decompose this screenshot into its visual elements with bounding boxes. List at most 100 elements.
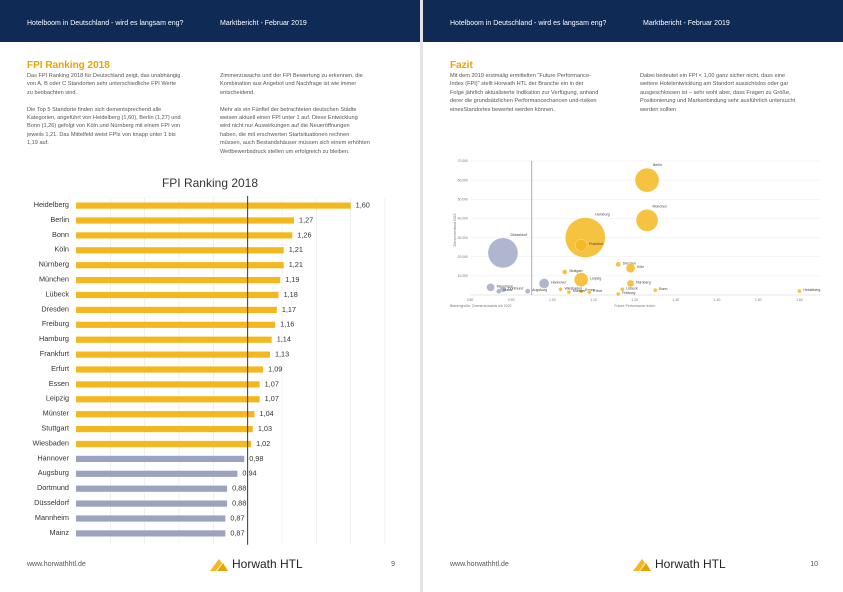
category-label: Hannover <box>37 453 69 462</box>
category-label: Berlin <box>50 215 69 224</box>
category-label: Köln <box>54 245 69 254</box>
report-title: Hotelboom in Deutschland - wird es langs… <box>27 20 184 27</box>
value-label: 0,98 <box>249 454 263 463</box>
category-label: Dortmund <box>37 483 69 492</box>
footer-url[interactable]: www.horwathhtl.de <box>27 561 86 568</box>
bar <box>76 336 272 343</box>
value-label: 1,13 <box>275 350 289 359</box>
bar <box>76 277 281 284</box>
fpi-bubble-chart: 10.000 20.000 30.000 40.000 50.000 60.000 70.0… <box>450 159 820 308</box>
category-label: Wiesbaden <box>32 438 69 447</box>
bubble-label: Dresden <box>623 261 636 265</box>
category-label: Bonn <box>52 230 69 239</box>
bubble <box>615 261 621 268</box>
bubble-label: München <box>653 204 667 208</box>
bubble <box>558 287 563 292</box>
category-label: Münster <box>43 409 70 418</box>
category-label: Lübeck <box>45 289 69 298</box>
bubble <box>635 209 659 232</box>
y-tick-label: 50.000 <box>458 197 468 201</box>
value-label: 0,88 <box>232 499 246 508</box>
section-title: Fazit <box>450 60 473 71</box>
bubble-label: Frankfurt <box>589 242 603 246</box>
category-label: Freiburg <box>42 319 69 328</box>
page-header: Hotelboom in Deutschland - wird es langs… <box>0 0 420 42</box>
bubble-label: Berlin <box>653 163 662 167</box>
bubble <box>653 288 658 293</box>
value-label: 1,17 <box>282 305 296 314</box>
bubble <box>575 239 588 252</box>
value-label: 1,03 <box>258 424 272 433</box>
category-label: Nürnberg <box>39 260 69 269</box>
x-axis-label: Future Performance Index <box>614 304 655 308</box>
bubble-label: Hamburg <box>595 213 609 217</box>
bar <box>76 291 279 299</box>
value-label: 1,07 <box>265 379 279 388</box>
value-label: 1,07 <box>265 394 279 403</box>
value-label: 1,21 <box>289 260 303 269</box>
bubble <box>626 279 635 288</box>
category-label: Mannheim <box>35 513 69 522</box>
bar <box>76 217 295 224</box>
y-axis-label: Zimmerbestand 2022 <box>453 213 457 246</box>
value-label: 1,16 <box>280 320 294 329</box>
bar <box>76 470 238 477</box>
bar <box>76 366 264 373</box>
category-label: Frankfurt <box>40 349 69 358</box>
bubble-label: Erfurt <box>593 289 602 293</box>
bubble-label: Mainz <box>503 288 513 292</box>
horwath-logo: Horwath HTL <box>633 556 726 572</box>
bubble-label: Nürnberg <box>636 281 651 285</box>
bar <box>76 485 228 492</box>
footer-url[interactable]: www.horwathhtl.de <box>450 561 509 568</box>
bubble <box>496 288 502 294</box>
logo-text: Horwath HTL <box>232 557 303 571</box>
category-label: Leipzig <box>46 394 69 403</box>
category-label: Essen <box>49 379 69 388</box>
x-tick-label: 1.30 <box>673 298 680 302</box>
logo-mark-icon <box>633 559 651 571</box>
horwath-logo: Horwath HTL <box>210 556 303 572</box>
body-text-col2: Dabei bedeutet ein FPI < 1,00 ganz siche… <box>640 73 796 113</box>
value-label: 1,14 <box>277 335 291 344</box>
bar <box>76 306 277 313</box>
chart-footnote: Blasengröße: Zimmerzuwachs bis 2022 <box>450 304 512 308</box>
bar <box>76 202 351 209</box>
report-date: Marktbericht - Februar 2019 <box>220 20 307 27</box>
bar <box>76 530 226 537</box>
chart-title: FPI Ranking 2018 <box>162 176 258 190</box>
x-tick-label: 1.60 <box>796 298 803 302</box>
body-text-col2: Zimmerzuwachs und der FPI Bewertung zu e… <box>220 73 370 155</box>
y-tick-label: 40.000 <box>458 217 468 221</box>
page-number: 10 <box>810 561 818 568</box>
bubble-label: Münster <box>573 289 586 293</box>
bar <box>76 515 226 522</box>
bubble-label: Wiesbaden <box>565 286 583 290</box>
bar <box>76 500 228 507</box>
category-label: Augsburg <box>38 468 69 477</box>
bubble <box>566 289 571 295</box>
bubble <box>574 272 589 287</box>
bar <box>76 440 252 448</box>
value-label: 1,21 <box>289 245 303 254</box>
bubble <box>587 289 592 295</box>
bubble-label: Lübeck <box>626 286 638 290</box>
y-tick-label: 10.000 <box>458 274 468 278</box>
bar <box>76 381 260 388</box>
body-text-col1: Mit dem 2019 erstmalig ermittelten "Futu… <box>450 73 599 113</box>
bubble <box>625 263 636 273</box>
x-tick-label: 0.80 <box>467 298 474 302</box>
bubble <box>538 278 550 289</box>
x-tick-label: 0.90 <box>508 298 515 302</box>
y-tick-label: 20.000 <box>458 255 468 259</box>
category-label: Erfurt <box>51 364 69 373</box>
report-title: Hotelboom in Deutschland - wird es langs… <box>450 20 607 27</box>
logo-text: Horwath HTL <box>655 557 726 571</box>
logo-mark-icon <box>210 559 228 571</box>
fpi-bar-chart: FPI Ranking 2018 Heidelberg 1,60 Berlin 1,27… <box>32 176 386 545</box>
category-label: Mainz <box>50 528 70 537</box>
bar <box>76 351 270 358</box>
value-label: 1,09 <box>268 364 282 373</box>
category-label: Dresden <box>41 304 69 313</box>
category-label: Stuttgart <box>41 424 69 433</box>
